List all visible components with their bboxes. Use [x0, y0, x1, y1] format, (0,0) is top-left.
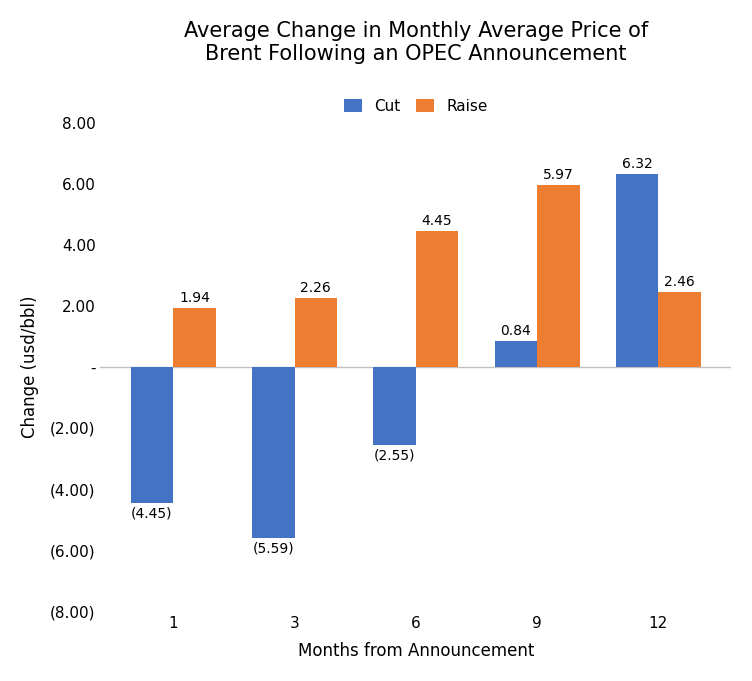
- Text: 2.26: 2.26: [300, 281, 331, 295]
- Text: 5.97: 5.97: [543, 168, 574, 182]
- Bar: [495, 341, 537, 367]
- Y-axis label: Change (usd/bbl): Change (usd/bbl): [21, 296, 39, 438]
- Text: 0.84: 0.84: [501, 324, 531, 338]
- Bar: [659, 291, 701, 367]
- Bar: [373, 367, 416, 445]
- Legend: Cut, Raise: Cut, Raise: [336, 91, 496, 121]
- Text: 1.94: 1.94: [179, 291, 210, 304]
- X-axis label: Months from Announcement: Months from Announcement: [298, 642, 534, 660]
- Text: (5.59): (5.59): [253, 541, 294, 555]
- Bar: [131, 367, 173, 503]
- Bar: [252, 367, 295, 537]
- Bar: [173, 308, 216, 367]
- Text: 6.32: 6.32: [622, 157, 653, 171]
- Title: Average Change in Monthly Average Price of
Brent Following an OPEC Announcement: Average Change in Monthly Average Price …: [183, 21, 648, 64]
- Text: 2.46: 2.46: [664, 274, 695, 289]
- Bar: [537, 185, 580, 367]
- Text: (4.45): (4.45): [132, 507, 173, 520]
- Text: 4.45: 4.45: [422, 214, 453, 228]
- Bar: [295, 298, 337, 367]
- Bar: [616, 174, 659, 367]
- Bar: [416, 231, 458, 367]
- Text: (2.55): (2.55): [374, 448, 415, 462]
